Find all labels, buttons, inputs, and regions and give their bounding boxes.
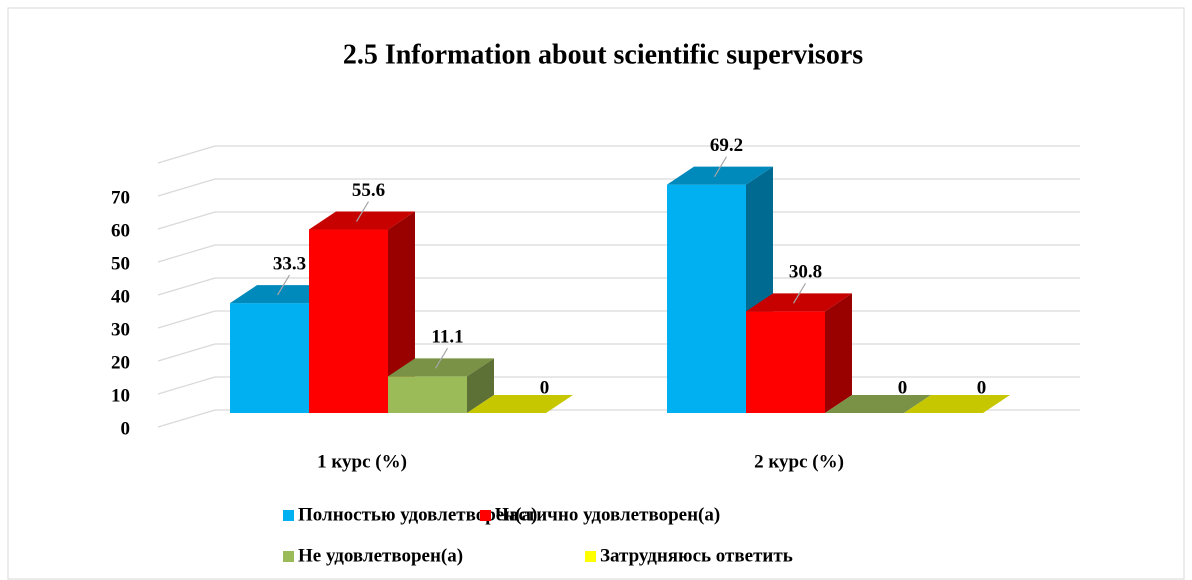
x-tick-label: 1 курс (%) [317, 451, 407, 472]
value-label: 0 [977, 377, 987, 398]
y-tick-label: 20 [111, 352, 130, 373]
chart-frame [7, 7, 1185, 580]
bar-top [904, 395, 1010, 413]
bar-side [467, 358, 494, 413]
bar-top [825, 395, 931, 413]
grid-line [157, 178, 1080, 197]
grid-line [157, 277, 1080, 296]
leader-line [355, 201, 370, 222]
leader-line [792, 283, 807, 304]
bar-front [309, 229, 388, 413]
legend-swatch [283, 551, 294, 562]
y-tick-label: 0 [121, 418, 131, 439]
y-tick-label: 30 [111, 319, 130, 340]
legend-label: Не удовлетворен(а) [298, 545, 463, 566]
bar-top [309, 211, 415, 230]
leader-line [713, 156, 728, 177]
value-label: 69.2 [710, 135, 743, 156]
y-tick-label: 60 [111, 220, 130, 241]
legend-swatch [283, 510, 294, 521]
leader-line [434, 348, 449, 369]
value-label: 33.3 [273, 253, 306, 274]
x-tick-label: 2 курс (%) [754, 451, 844, 472]
grid-line [157, 145, 1080, 164]
bar-front [388, 376, 467, 413]
y-tick-label: 10 [111, 385, 130, 406]
leader-line [276, 274, 291, 296]
chart-title: 2.5 Information about scientific supervi… [343, 39, 863, 70]
value-label: 55.6 [352, 180, 385, 201]
bar-front [230, 303, 309, 413]
legend-swatch [585, 551, 596, 562]
y-tick-label: 40 [111, 286, 130, 307]
bar-side [825, 293, 852, 413]
bar-top [388, 358, 494, 377]
bar-top [746, 293, 852, 312]
value-label: 0 [898, 377, 908, 398]
y-tick-label: 70 [111, 187, 130, 208]
bar-front [746, 311, 825, 413]
value-label: 0 [540, 377, 550, 398]
legend-label: Частично удовлетворен(а) [495, 504, 720, 525]
bar-top [667, 166, 773, 185]
y-tick-label: 50 [111, 253, 130, 274]
value-label: 30.8 [789, 262, 822, 283]
bar-front [667, 184, 746, 413]
legend-swatch [480, 510, 491, 521]
legend-label: Полностью удовлетворен(а) [298, 504, 537, 525]
grid-line [157, 244, 1080, 263]
grid-line [157, 211, 1080, 230]
value-label: 11.1 [431, 327, 463, 348]
legend-label: Затрудняюсь ответить [600, 545, 793, 566]
bar-side [388, 211, 415, 413]
bar-top [467, 395, 573, 413]
